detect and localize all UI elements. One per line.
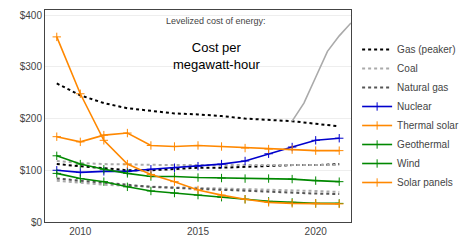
svg-text:$100: $100 [20,165,43,176]
svg-text:Wind: Wind [397,158,420,169]
svg-text:Geothermal: Geothermal [397,139,449,150]
svg-text:Coal: Coal [397,63,418,74]
svg-text:$200: $200 [20,113,43,124]
svg-text:2010: 2010 [69,226,92,237]
svg-text:Solar panels: Solar panels [397,177,453,188]
svg-text:Levelized cost of energy:: Levelized cost of energy: [166,16,266,26]
svg-text:Thermal solar: Thermal solar [397,120,459,131]
svg-text:2015: 2015 [187,226,210,237]
svg-text:Natural gas: Natural gas [397,82,448,93]
svg-text:$300: $300 [20,61,43,72]
svg-text:Nuclear: Nuclear [397,101,432,112]
svg-text:$0: $0 [31,217,43,228]
svg-text:2020: 2020 [305,226,328,237]
svg-text:Cost permegawatt-hour: Cost permegawatt-hour [173,40,260,72]
svg-text:Gas (peaker): Gas (peaker) [397,44,455,55]
svg-text:$400: $400 [20,10,43,21]
